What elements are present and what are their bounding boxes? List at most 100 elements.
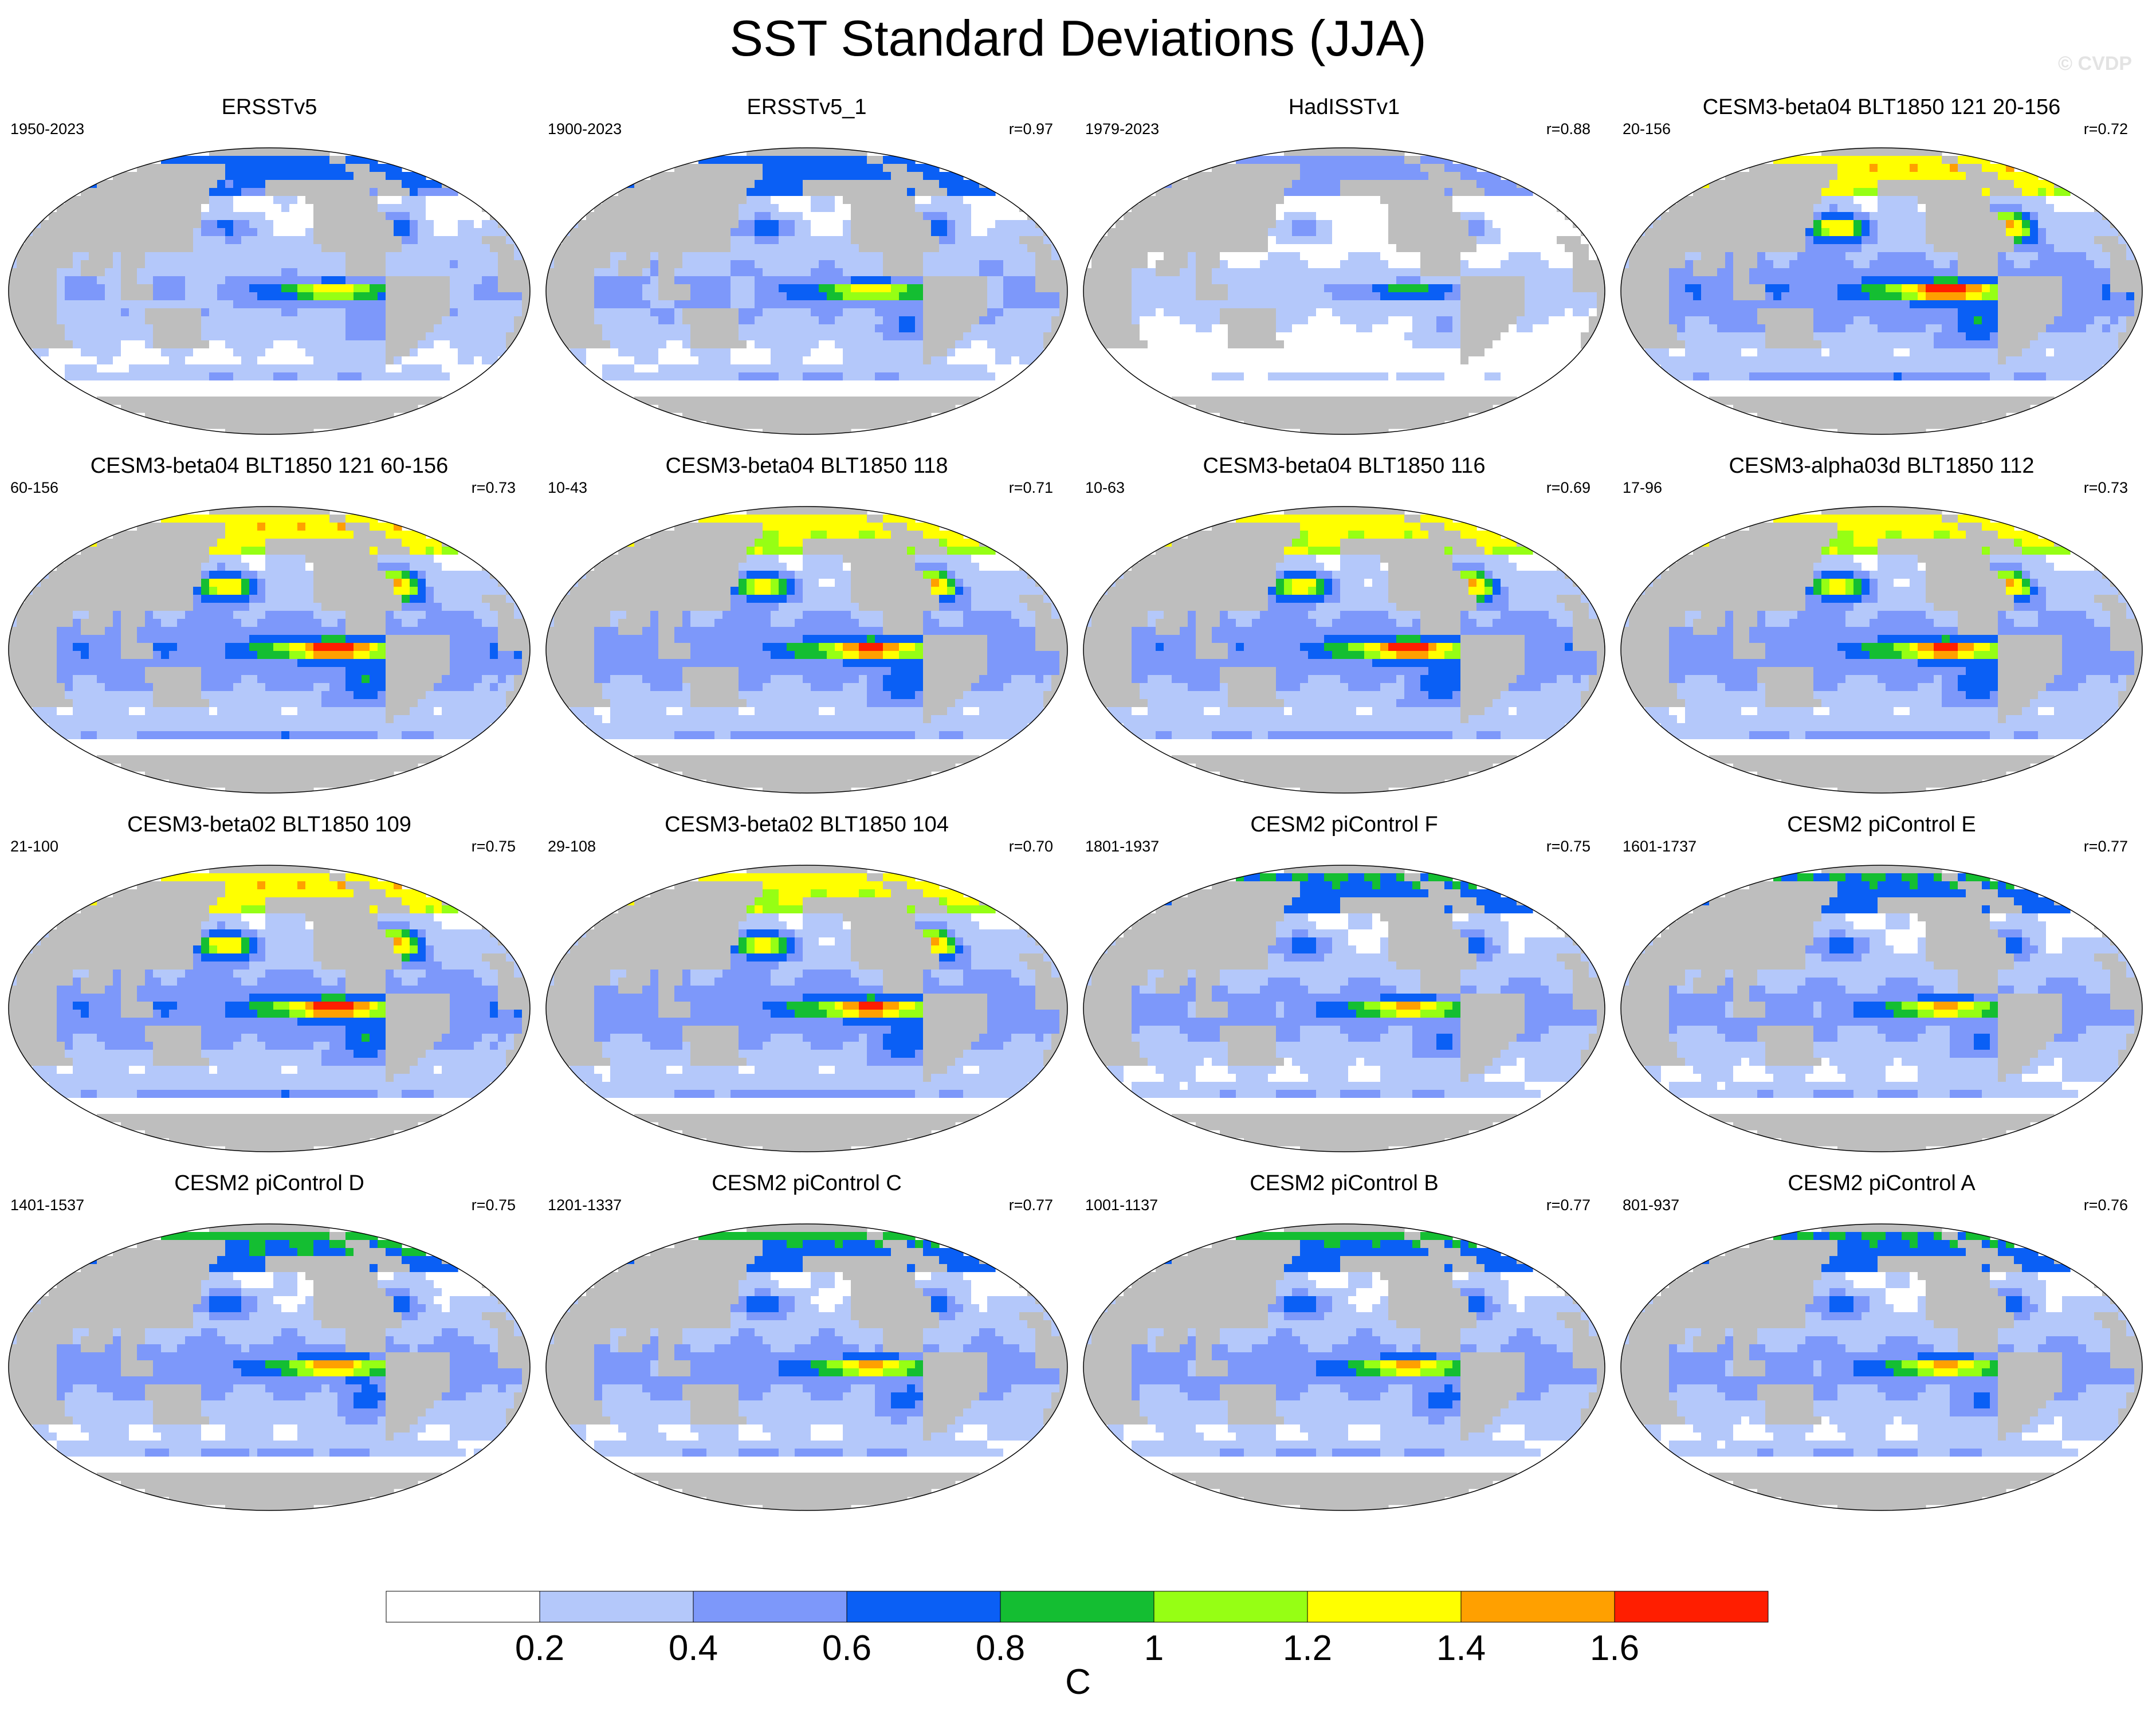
panel-years: 29-108	[548, 838, 596, 855]
panel-years: 1001-1137	[1085, 1196, 1158, 1214]
map-outline	[8, 865, 531, 1152]
page-title: SST Standard Deviations (JJA)	[0, 7, 2156, 70]
map-outline	[545, 865, 1068, 1152]
map-panel: CESM2 piControl B 1001-1137 r=0.77	[1075, 1170, 1613, 1535]
colorbar: 0.2 0.4 0.6 0.8 1 1.2 1.4 1.6	[386, 1591, 1769, 1665]
panel-title: ERSSTv5_1	[537, 94, 1076, 120]
map-panel: CESM2 piControl C 1201-1337 r=0.77	[537, 1170, 1076, 1535]
colorbar-tick-label: 1.4	[1436, 1628, 1486, 1665]
sst-map	[1083, 865, 1605, 1152]
panel-title: CESM2 piControl E	[1612, 811, 2151, 838]
map-outline	[1083, 147, 1605, 435]
colorbar-segment	[1614, 1591, 1769, 1623]
panel-pattern-correlation: r=0.77	[1009, 1196, 1053, 1214]
sst-map	[8, 506, 531, 794]
panel-years: 1801-1937	[1085, 838, 1159, 855]
panel-title: CESM2 piControl A	[1612, 1170, 2151, 1196]
panel-years: 10-63	[1085, 479, 1125, 497]
panel-title: CESM3-beta02 BLT1850 104	[537, 811, 1076, 838]
sst-map	[1083, 506, 1605, 794]
panel-pattern-correlation: r=0.72	[2084, 120, 2128, 138]
sst-map	[545, 865, 1068, 1152]
map-panel: HadISSTv1 1979-2023 r=0.88	[1075, 95, 1613, 458]
panel-years: 1979-2023	[1085, 120, 1159, 138]
map-panel: CESM3-beta02 BLT1850 109 21-100 r=0.75	[0, 811, 539, 1176]
panel-title: CESM2 piControl C	[537, 1170, 1076, 1196]
colorbar-segment	[386, 1591, 540, 1623]
sst-map	[8, 865, 531, 1152]
map-panel: CESM3-beta04 BLT1850 118 10-43 r=0.71	[537, 453, 1076, 817]
map-panel: CESM2 piControl E 1601-1737 r=0.77	[1612, 811, 2151, 1176]
sst-map	[8, 1223, 531, 1511]
colorbar-tick-label: 1	[1144, 1628, 1164, 1665]
colorbar-tick-label: 0.4	[669, 1628, 718, 1665]
map-panel: ERSSTv5 1950-2023	[0, 94, 539, 458]
colorbar-tick-label: 0.2	[515, 1628, 564, 1665]
panel-years: 20-156	[1623, 120, 1671, 138]
map-panel: CESM2 piControl D 1401-1537 r=0.75	[0, 1170, 539, 1535]
colorbar-segment	[1000, 1591, 1154, 1623]
map-panel: ERSSTv5_1 1900-2023 r=0.97	[537, 94, 1076, 458]
panel-title: CESM3-alpha03d BLT1850 112	[1612, 453, 2151, 479]
panel-title: CESM3-beta04 BLT1850 118	[537, 453, 1076, 479]
map-panel: CESM3-beta04 BLT1850 116 10-63 r=0.69	[1075, 453, 1613, 817]
panel-title: ERSSTv5	[0, 94, 539, 120]
map-panel: CESM3-beta04 BLT1850 121 60-156 60-156 r=0…	[0, 453, 539, 817]
panel-title: CESM3-beta02 BLT1850 109	[0, 811, 539, 838]
panel-years: 17-96	[1623, 479, 1662, 497]
map-outline	[1620, 147, 2143, 435]
sst-map	[545, 1223, 1068, 1511]
map-panel: CESM2 piControl A 801-937 r=0.76	[1612, 1170, 2151, 1535]
map-outline	[8, 506, 531, 794]
map-outline	[1083, 865, 1605, 1152]
cvdp-watermark: © CVDP	[2058, 53, 2132, 75]
colorbar-tick-label: 0.8	[976, 1628, 1025, 1665]
colorbar-tick-label: 0.6	[822, 1628, 871, 1665]
sst-map	[1083, 1223, 1605, 1511]
sst-map	[8, 147, 531, 435]
panel-years: 21-100	[10, 838, 58, 855]
panel-years: 1401-1537	[10, 1196, 84, 1214]
map-panel: CESM2 piControl F 1801-1937 r=0.75	[1075, 813, 1613, 1176]
panel-title: CESM2 piControl D	[0, 1170, 539, 1196]
panel-years: 1900-2023	[548, 120, 622, 138]
panel-years: 801-937	[1623, 1196, 1679, 1214]
sst-map	[1620, 147, 2143, 435]
panel-years: 10-43	[548, 479, 587, 497]
map-outline	[1620, 865, 2143, 1152]
panel-pattern-correlation: r=0.71	[1009, 479, 1053, 497]
sst-map	[545, 506, 1068, 794]
sst-map	[1620, 506, 2143, 794]
colorbar-segment	[1460, 1591, 1615, 1623]
map-outline	[1083, 506, 1605, 794]
map-outline	[545, 147, 1068, 435]
panel-years: 1201-1337	[548, 1196, 622, 1214]
panel-pattern-correlation: r=0.77	[1546, 1196, 1591, 1214]
sst-map	[545, 147, 1068, 435]
colorbar-tick-label: 1.6	[1590, 1628, 1639, 1665]
map-outline	[1083, 1223, 1605, 1511]
panel-pattern-correlation: r=0.70	[1009, 838, 1053, 855]
colorbar-segment	[1153, 1591, 1308, 1623]
sst-map	[1083, 147, 1605, 435]
map-outline	[1620, 1223, 2143, 1511]
panel-pattern-correlation: r=0.75	[472, 838, 516, 855]
colorbar-segment	[1307, 1591, 1462, 1623]
map-panel: CESM3-beta04 BLT1850 121 20-156 20-156 r=0…	[1612, 95, 2151, 458]
panel-title: CESM2 piControl B	[1075, 1170, 1613, 1196]
sst-map	[1620, 865, 2143, 1152]
map-panel: CESM3-beta02 BLT1850 104 29-108 r=0.70	[537, 811, 1076, 1176]
colorbar-units: C	[0, 1662, 2156, 1702]
panel-title: CESM3-beta04 BLT1850 116	[1075, 453, 1613, 479]
panel-pattern-correlation: r=0.69	[1546, 479, 1591, 497]
panel-pattern-correlation: r=0.75	[1546, 838, 1591, 855]
sst-map	[1620, 1223, 2143, 1511]
panel-pattern-correlation: r=0.75	[472, 1196, 516, 1214]
panel-title: CESM3-beta04 BLT1850 121 60-156	[0, 453, 539, 479]
panel-years: 1601-1737	[1623, 838, 1696, 855]
map-outline	[545, 506, 1068, 794]
panel-pattern-correlation: r=0.77	[2084, 838, 2128, 855]
map-outline	[8, 147, 531, 435]
map-panel: CESM3-alpha03d BLT1850 112 17-96 r=0.73	[1612, 453, 2151, 817]
